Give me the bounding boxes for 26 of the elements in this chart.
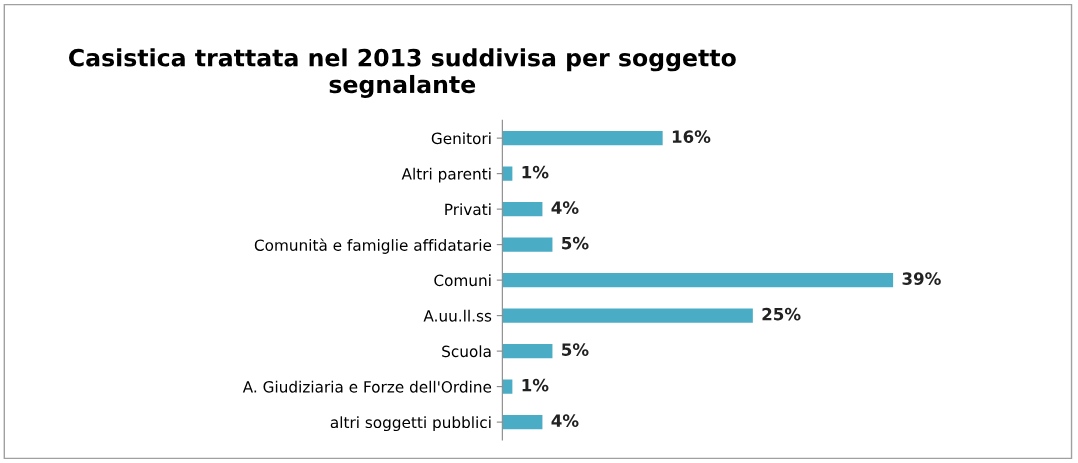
bar [502,344,553,359]
bar [502,273,894,288]
bar [502,308,753,323]
y-tick-label: Comuni [434,274,491,287]
chart-title: Casistica trattata nel 2013 suddivisa per soggetto segnalante [69,48,736,98]
y-tick-label: Privati [445,203,491,216]
y-tick-label: Comunità e famiglie affidatarie [254,238,492,254]
data-label: 4% [551,414,579,427]
data-label: 5% [562,236,589,250]
y-tick-label: A.uu.ll.ss [423,309,492,322]
bar [502,202,543,217]
y-tick-label: Scuola [442,345,491,358]
bar [502,237,553,252]
data-label: 5% [562,343,589,356]
y-tick-label: A. Giudiziaria e Forze dell'Ordine [242,380,492,393]
bar [502,131,663,146]
bar [502,415,543,430]
data-label: 39% [902,272,941,285]
data-label: 4% [551,201,579,214]
y-tick-label: Genitori [431,132,491,145]
data-label: 1% [522,165,549,179]
data-label: 1% [522,378,549,392]
data-label: 25% [762,307,801,321]
data-label: 16% [672,130,711,143]
y-tick-label: Altri parenti [401,167,491,183]
y-tick-label: altri soggetti pubblici [330,416,491,432]
